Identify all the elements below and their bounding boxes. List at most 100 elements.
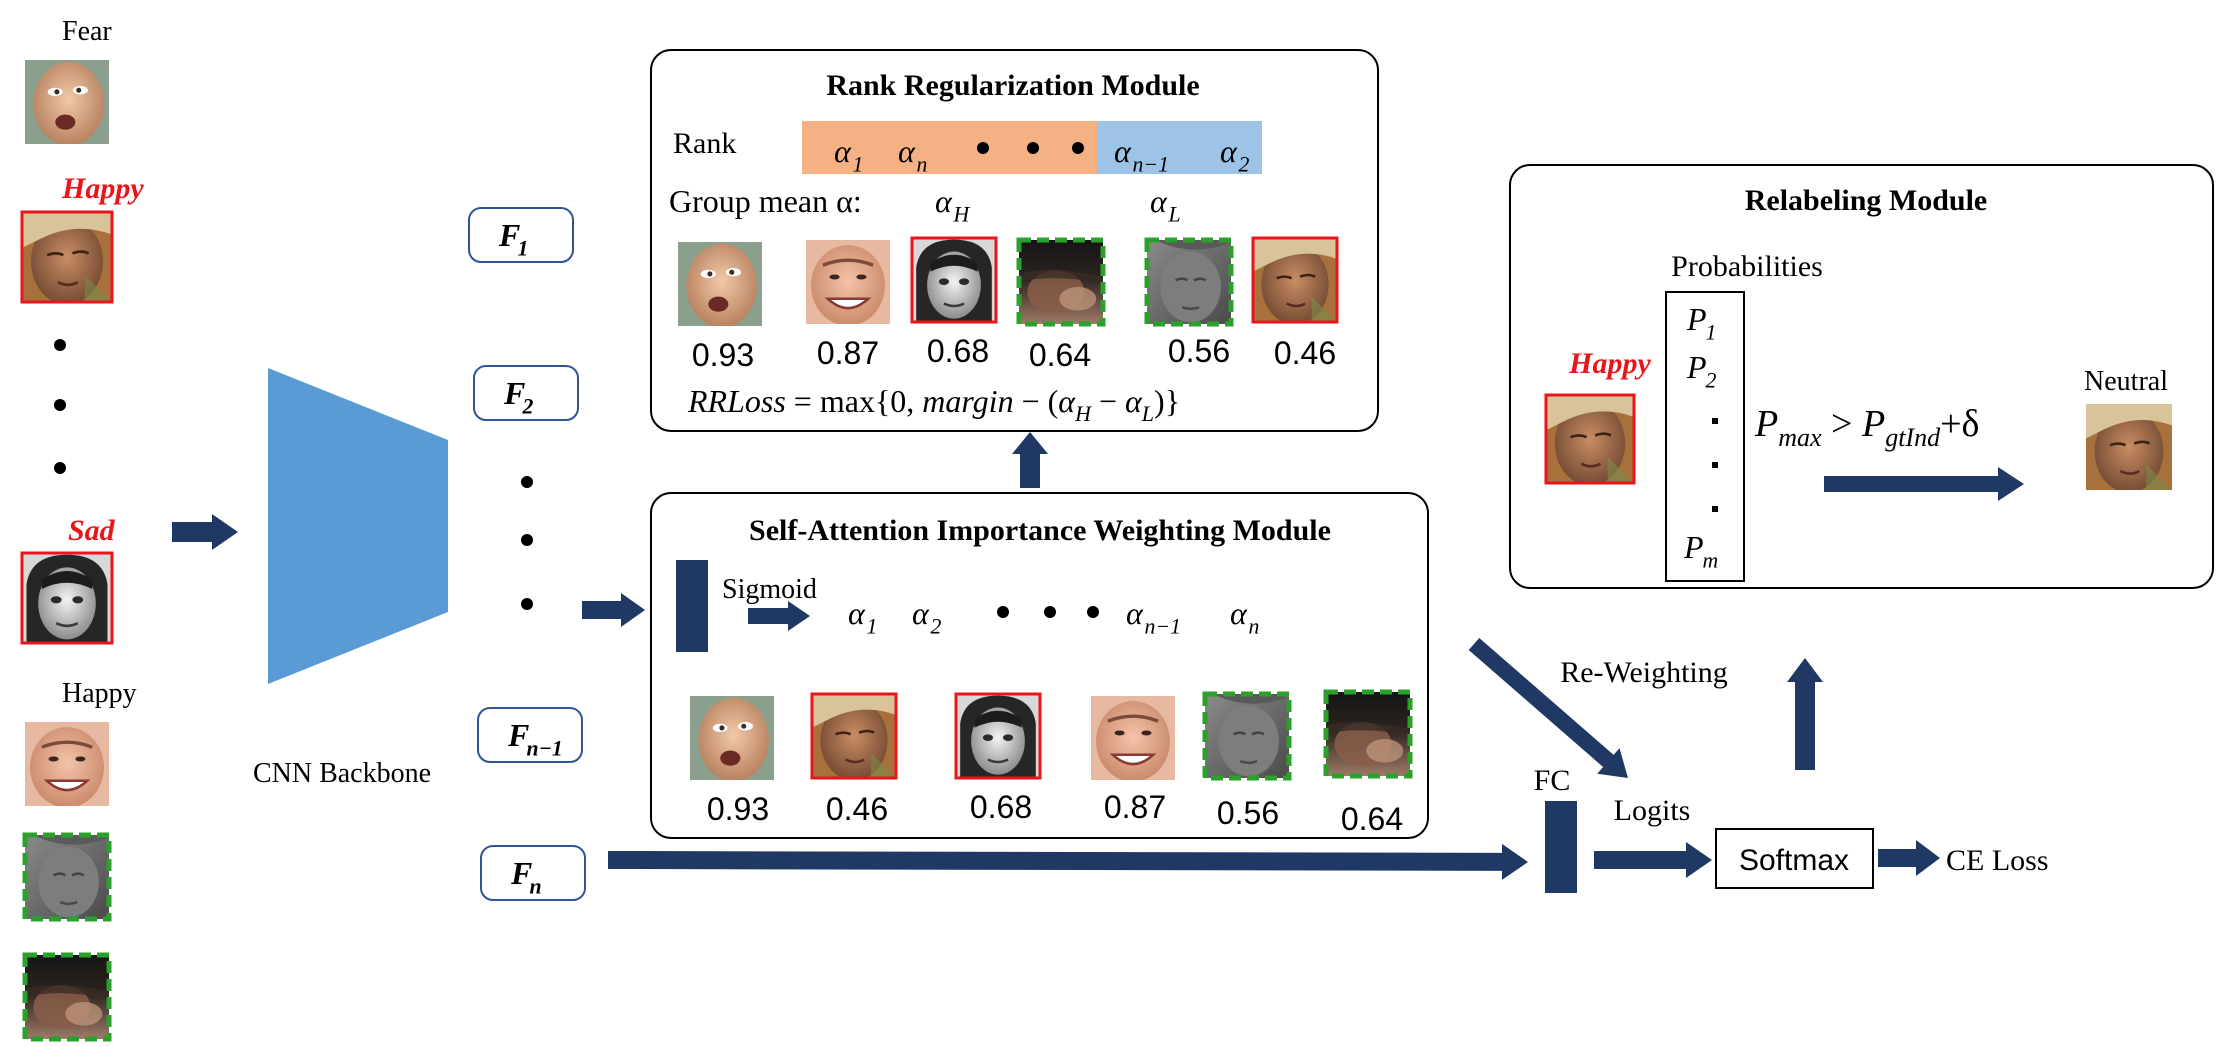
cond-pmax-sub: max [1778, 423, 1822, 452]
cond-plus-delta: +δ [1940, 403, 1979, 445]
rank-bar-low [1097, 121, 1262, 174]
sa-alpha-n-sub: n [1249, 615, 1260, 639]
rr-face-1 [678, 242, 762, 326]
rr-face-3-image [912, 238, 996, 322]
sa-face-2-image [812, 694, 896, 778]
rank-alpha-2-base: α [1220, 133, 1238, 169]
loss-alpha-l-sub: L [1141, 401, 1154, 426]
rr-score-5: 0.56 [1168, 333, 1230, 369]
prob-dot-2 [1712, 462, 1718, 468]
group-mean-alpha-l-sub: L [1168, 203, 1181, 227]
group-mean-alpha-h-sub: H [953, 203, 971, 227]
loss-close: )} [1154, 383, 1180, 419]
cond-pgt-base: P [1861, 403, 1885, 445]
fc-attention-bar [676, 560, 708, 652]
feature-f2-label-base: F [503, 375, 525, 411]
rr-face-1-image [678, 242, 762, 326]
prob-dot-1 [1712, 418, 1718, 424]
rr-face-3-red-frame [910, 236, 998, 324]
relabel-module-title: Relabeling Module [1745, 184, 1988, 217]
rr-module-title: Rank Regularization Module [826, 69, 1199, 102]
rr-score-1: 0.93 [692, 337, 754, 373]
rr-face-4-green-frame [1016, 237, 1106, 327]
feature-ellipsis-dot-3 [521, 598, 533, 610]
arrow-sigmoid [748, 601, 810, 631]
rank-alpha-1-base: α [834, 133, 852, 169]
prob-dot-3 [1712, 506, 1718, 512]
input-face-dark-gray-green-frame [22, 832, 112, 922]
arrow-softmax-to-ce [1878, 840, 1940, 876]
rr-face-4 [1016, 237, 1106, 327]
input-ellipsis-dot-1 [54, 339, 66, 351]
sa-face-1-image [690, 696, 774, 780]
sa-alpha-n-minus-1-base: α [1126, 595, 1144, 631]
softmax-box [1715, 828, 1874, 889]
input-face-blurred-dark-green-frame [22, 952, 112, 1042]
rank-ellipsis-dot-2 [1027, 142, 1039, 154]
relabel-input-face [1544, 393, 1636, 485]
sigmoid-label: Sigmoid [722, 574, 817, 605]
cond-pgt-sub: gtInd [1885, 423, 1941, 452]
rank-ellipsis-dot-1 [977, 142, 989, 154]
input-face-blurred-dark [22, 952, 112, 1042]
sa-alpha-2-base: α [912, 595, 930, 631]
input-face-sad-red-frame [20, 551, 114, 645]
feature-fn1-label: Fn−1 [507, 717, 563, 761]
prob-p2-sub: 2 [1706, 369, 1717, 393]
feature-fn1-box [477, 707, 583, 763]
sa-score-5: 0.56 [1217, 795, 1279, 831]
input-face-happy-noisy-red-frame [20, 210, 114, 304]
loss-name: RRLoss [687, 383, 786, 419]
rank-alpha-n-minus-1-base: α [1114, 133, 1132, 169]
rr-face-2 [806, 240, 890, 324]
arrow-sa-to-rr [1012, 432, 1048, 488]
relabel-output-face-image [2086, 404, 2172, 490]
input-face-dark-gray-image [25, 835, 109, 919]
loss-minus-open: − ( [1014, 383, 1059, 419]
sa-alpha-2-sub: 2 [931, 615, 942, 639]
relabel-input-face-red-frame [1544, 393, 1636, 485]
sa-face-6 [1323, 689, 1413, 779]
input-face-fear-image [25, 60, 109, 144]
sa-score-4: 0.87 [1104, 789, 1166, 825]
feature-f2-label: F2 [503, 375, 534, 419]
rr-face-6 [1251, 236, 1339, 324]
relabel-input-face-image [1546, 395, 1634, 483]
feature-f1-label: F1 [498, 217, 528, 261]
sa-score-2: 0.46 [826, 791, 888, 827]
rr-face-5-image [1147, 240, 1231, 324]
group-mean-label: Group mean α: [669, 183, 862, 219]
sa-face-2-red-frame [810, 692, 898, 780]
rank-alpha-n-minus-1: α n−1 [1114, 133, 1169, 177]
sa-ellipsis-dot-2 [1044, 606, 1056, 618]
relabel-input-label: Happy [1568, 347, 1651, 380]
cond-gt: > [1822, 403, 1862, 445]
softmax-label: Softmax [1739, 844, 1849, 877]
feature-fn-label: Fn [510, 855, 542, 899]
arrow-relabel [1824, 467, 2024, 501]
sa-face-3 [954, 692, 1042, 780]
rank-alpha-n-minus-1-sub: n−1 [1133, 153, 1169, 177]
rr-score-4: 0.64 [1029, 337, 1091, 373]
feature-f1-label-sub: 1 [518, 237, 529, 261]
loss-alpha-h-sub: H [1074, 401, 1092, 426]
prob-pm-base: P [1683, 529, 1704, 565]
sa-face-4 [1091, 696, 1175, 780]
rank-alpha-n-sub: n [917, 153, 928, 177]
input-face-sad-image [22, 553, 112, 643]
prob-pm-sub: m [1703, 549, 1719, 573]
feature-fn1-label-base: F [507, 717, 529, 753]
sa-face-6-image [1326, 692, 1410, 776]
input-ellipsis-dot-2 [54, 399, 66, 411]
sa-face-4-image [1091, 696, 1175, 780]
cnn-backbone-trapezoid [268, 368, 448, 684]
sa-alpha-n-minus-1: α n−1 [1126, 595, 1181, 639]
